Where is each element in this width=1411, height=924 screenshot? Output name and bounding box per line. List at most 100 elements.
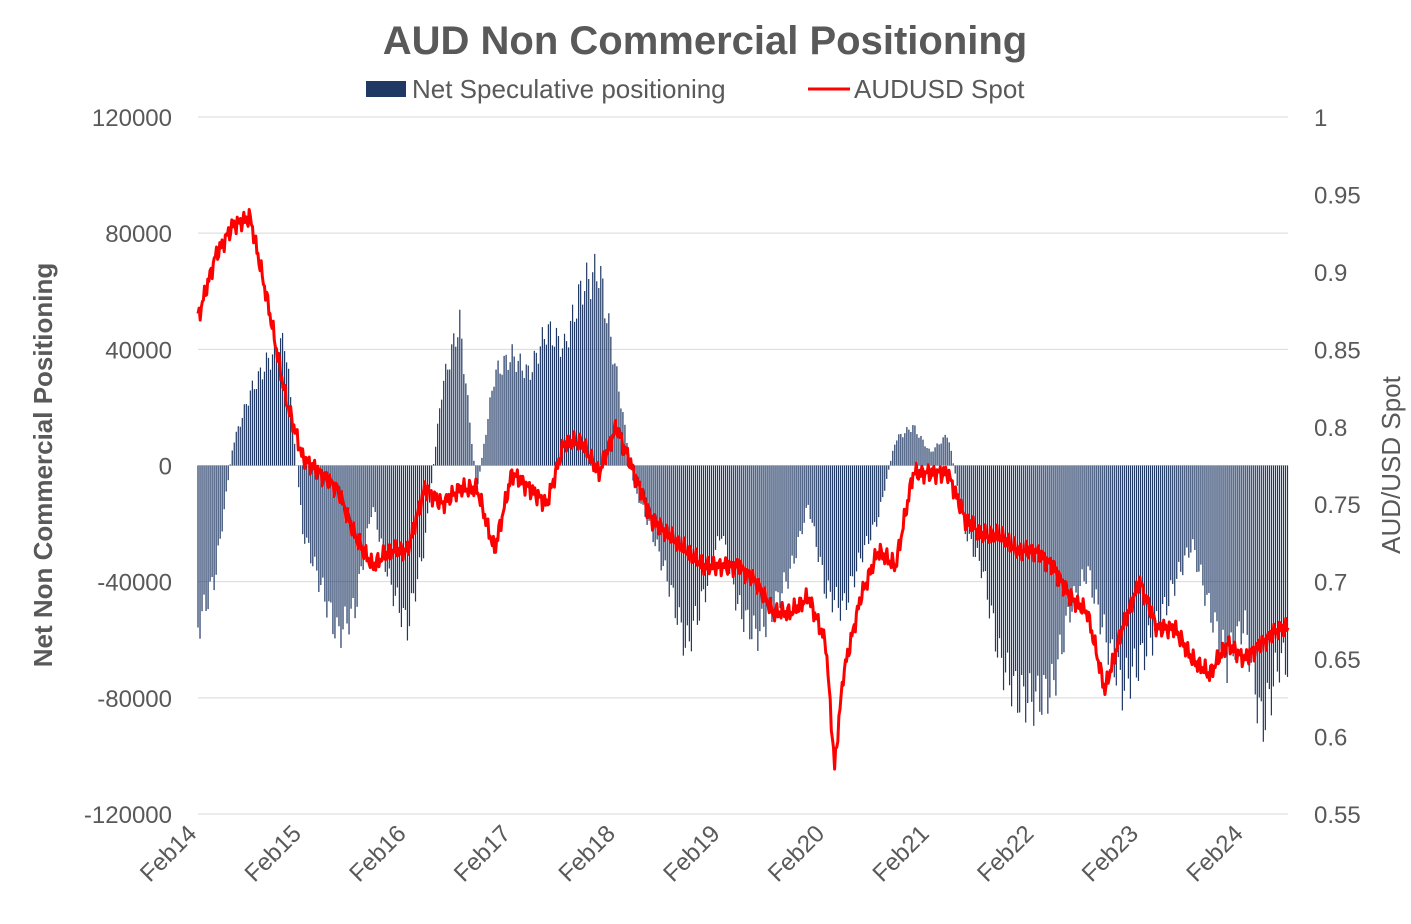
position-bar bbox=[437, 423, 439, 466]
position-bar bbox=[539, 346, 541, 466]
position-bar bbox=[815, 465, 817, 547]
position-bar bbox=[1053, 465, 1055, 681]
position-bar bbox=[670, 465, 672, 586]
position-bar bbox=[1210, 465, 1212, 623]
position-bar bbox=[312, 465, 314, 567]
position-bar bbox=[1286, 465, 1289, 677]
position-bar bbox=[1252, 465, 1254, 653]
position-bar bbox=[394, 465, 396, 596]
position-bar bbox=[422, 465, 425, 559]
position-bar bbox=[1081, 465, 1083, 570]
position-bar bbox=[1027, 465, 1029, 704]
position-bar bbox=[934, 447, 936, 466]
position-bar bbox=[1141, 465, 1144, 644]
position-bar bbox=[920, 435, 922, 466]
position-bar bbox=[731, 465, 733, 567]
position-bar bbox=[1059, 465, 1061, 635]
position-bar bbox=[1149, 465, 1152, 638]
position-bar bbox=[914, 425, 916, 466]
position-bar bbox=[527, 365, 529, 466]
x-tick-label: Feb15 bbox=[240, 820, 307, 887]
position-bar bbox=[1029, 465, 1031, 674]
position-bar bbox=[735, 465, 737, 611]
position-bar bbox=[902, 437, 904, 466]
position-bar bbox=[829, 465, 831, 592]
position-bar bbox=[350, 465, 352, 609]
position-bar bbox=[872, 465, 874, 525]
x-axis: Feb14 Feb15 Feb16 Feb17 Feb18 Feb19 Feb20 Feb21… bbox=[135, 820, 1249, 887]
position-bar bbox=[910, 432, 912, 466]
position-bar bbox=[614, 363, 616, 466]
position-bar bbox=[1125, 465, 1127, 658]
position-bar bbox=[592, 272, 594, 466]
position-bar bbox=[908, 429, 910, 466]
position-bar bbox=[783, 465, 785, 573]
position-bar bbox=[366, 465, 368, 529]
position-bar bbox=[1075, 465, 1077, 593]
line-layer bbox=[196, 208, 1290, 771]
position-bar bbox=[692, 465, 695, 621]
position-bar bbox=[729, 465, 731, 574]
position-bar bbox=[1218, 465, 1220, 655]
position-bar bbox=[956, 465, 958, 486]
position-bar bbox=[668, 465, 670, 597]
position-bar bbox=[507, 369, 509, 466]
position-bar bbox=[994, 465, 997, 652]
position-bar bbox=[974, 465, 976, 558]
position-bar bbox=[300, 465, 302, 506]
position-bar bbox=[433, 464, 435, 466]
position-bar bbox=[1111, 465, 1113, 640]
y-tick-label: -120000 bbox=[84, 802, 172, 829]
position-bar bbox=[547, 324, 550, 466]
position-bar bbox=[1242, 465, 1244, 634]
position-bar bbox=[604, 318, 606, 466]
position-bar bbox=[847, 465, 850, 603]
position-bar bbox=[1151, 465, 1154, 656]
position-bar bbox=[892, 450, 894, 466]
position-bar bbox=[582, 304, 584, 466]
position-bar bbox=[398, 465, 400, 613]
position-bar bbox=[493, 386, 495, 466]
position-bar bbox=[392, 465, 394, 607]
position-bar bbox=[525, 364, 527, 466]
position-bar bbox=[495, 369, 497, 466]
position-bar bbox=[551, 345, 554, 466]
position-bar bbox=[1087, 465, 1089, 567]
position-bar bbox=[283, 351, 286, 466]
position-bar bbox=[1137, 465, 1140, 682]
position-bar bbox=[1230, 465, 1232, 633]
position-bar bbox=[271, 354, 274, 466]
position-bar bbox=[598, 288, 600, 466]
position-bar bbox=[1192, 465, 1194, 540]
position-bar bbox=[787, 465, 789, 589]
position-bar bbox=[1015, 465, 1017, 672]
position-bar bbox=[543, 339, 545, 466]
position-bar bbox=[541, 327, 543, 466]
x-tick-label: Feb18 bbox=[554, 820, 621, 887]
position-bar bbox=[855, 465, 858, 572]
position-bar bbox=[876, 465, 878, 527]
position-bar bbox=[1000, 465, 1003, 658]
position-bar bbox=[1206, 465, 1208, 595]
position-bar bbox=[279, 338, 282, 466]
position-bar bbox=[559, 356, 562, 466]
position-bar bbox=[1248, 465, 1250, 672]
position-bar bbox=[644, 465, 646, 517]
position-bar bbox=[696, 465, 699, 625]
position-bar bbox=[286, 362, 288, 466]
position-bar bbox=[725, 465, 727, 545]
position-bar bbox=[1002, 465, 1005, 691]
position-bar bbox=[1139, 465, 1142, 645]
position-bar bbox=[896, 440, 898, 466]
y-axis-label: Net Non Commercial Positioning bbox=[28, 263, 58, 668]
position-bar bbox=[1204, 465, 1206, 606]
position-bar bbox=[249, 390, 251, 466]
position-bar bbox=[757, 465, 759, 651]
position-bar bbox=[706, 465, 709, 586]
position-bar bbox=[1107, 465, 1109, 665]
position-bar bbox=[1055, 465, 1057, 696]
position-bar bbox=[741, 465, 743, 620]
position-bar bbox=[811, 465, 813, 523]
position-bar bbox=[465, 383, 467, 466]
position-bar bbox=[686, 465, 688, 626]
